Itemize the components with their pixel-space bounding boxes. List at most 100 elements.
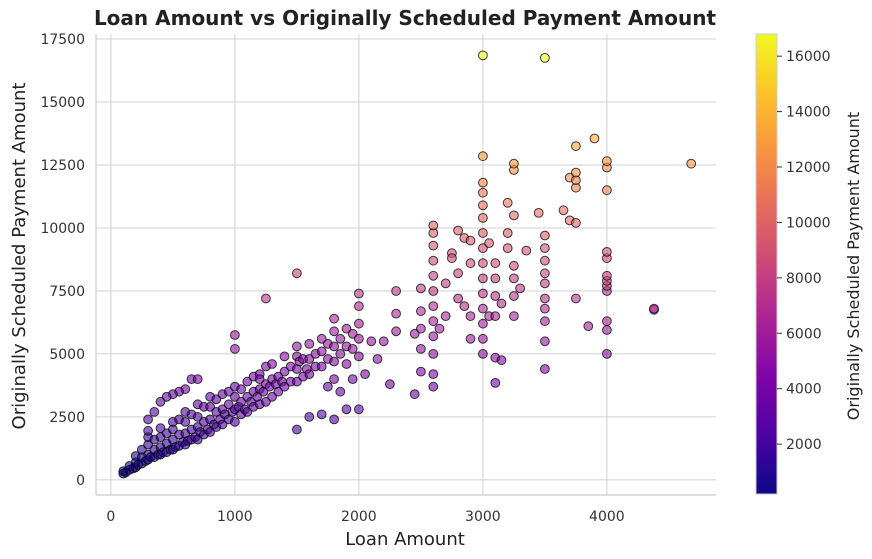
data-point [540,316,550,327]
data-point [279,351,290,362]
data-point [509,260,519,271]
data-point [428,331,439,342]
data-point [391,286,402,296]
data-point [540,303,550,314]
data-point [533,208,544,218]
data-point [478,318,488,329]
data-point [149,407,160,417]
data-point [509,291,519,301]
data-point [292,424,302,435]
data-point [478,177,488,188]
data-point [440,311,451,322]
y-axis-label: Originally Scheduled Payment Amount [9,83,30,430]
data-point [478,187,488,198]
data-point [649,303,659,314]
colorbar-tick-label: 10000 [786,215,831,231]
data-point [496,355,507,366]
data-point [478,288,488,299]
data-point [521,245,532,256]
data-point [478,50,488,61]
data-point [354,404,364,415]
data-point [230,330,240,340]
data-point [230,417,240,427]
data-point [372,354,383,364]
data-point [323,381,333,392]
colorbar-tick-label: 12000 [786,160,831,176]
data-point [416,366,426,377]
data-point [304,369,315,380]
colorbar-tick-label: 8000 [786,271,822,287]
data-point [589,133,600,144]
data-point [385,379,395,390]
data-point [230,344,240,354]
data-point [540,243,550,254]
data-point [502,197,513,208]
data-point [496,298,507,309]
colorbar-tick-label: 14000 [786,105,831,121]
colorbar-tick-label: 6000 [786,326,822,342]
data-point [409,389,420,400]
data-point [540,293,550,304]
data-point [602,349,612,359]
data-point [540,255,550,266]
data-point [329,326,340,337]
y-tick-label: 17500 [40,32,85,48]
data-point [490,311,501,322]
data-point [267,359,278,369]
colorbar-tick-label: 2000 [786,437,822,453]
data-point [428,286,439,296]
data-point [490,258,501,269]
data-point [428,220,439,231]
data-point [428,381,439,392]
data-point [509,311,519,322]
data-point [267,391,278,402]
x-tick-label: 2000 [341,509,377,525]
data-point [602,325,612,335]
data-point [447,253,457,264]
y-tick-label: 10000 [40,221,85,237]
data-point [192,374,203,385]
data-point [428,255,439,266]
data-point [502,243,513,254]
data-point [540,364,550,374]
data-point [465,235,476,246]
data-point [602,185,612,196]
data-point [279,381,290,392]
data-point [540,230,550,241]
data-points [118,50,697,479]
data-point [378,336,389,347]
colorbar: 2000 4000 6000 8000 10000 12000 14000 16000 Ori… [755,33,863,495]
colorbar-gradient [755,33,778,495]
data-point [416,344,426,354]
data-point [347,374,358,385]
data-point [347,344,358,354]
y-tick-label: 2500 [49,410,85,426]
data-point [509,273,519,284]
data-point [341,359,352,369]
data-point [416,306,426,317]
data-point [366,336,377,347]
x-tick-label: 3000 [465,509,501,525]
y-tick-label: 5000 [49,347,85,363]
data-point [602,247,612,257]
data-point [509,158,519,169]
y-tick-label: 15000 [40,95,85,111]
data-point [304,412,315,422]
data-point [459,301,470,312]
data-point [434,323,445,334]
x-axis-label: Loan Amount [345,529,465,550]
data-point [217,419,228,430]
data-point [583,321,594,332]
data-point [143,425,154,436]
data-point [478,333,488,344]
data-point [329,414,340,425]
data-point [261,293,271,304]
data-point [354,301,364,312]
data-point [428,316,439,327]
data-point [484,238,495,249]
data-point [540,278,550,289]
colorbar-tick-labels: 2000 4000 6000 8000 10000 12000 14000 16000 [777,49,831,453]
data-point [428,270,439,281]
data-point [515,283,525,294]
data-point [571,141,581,152]
